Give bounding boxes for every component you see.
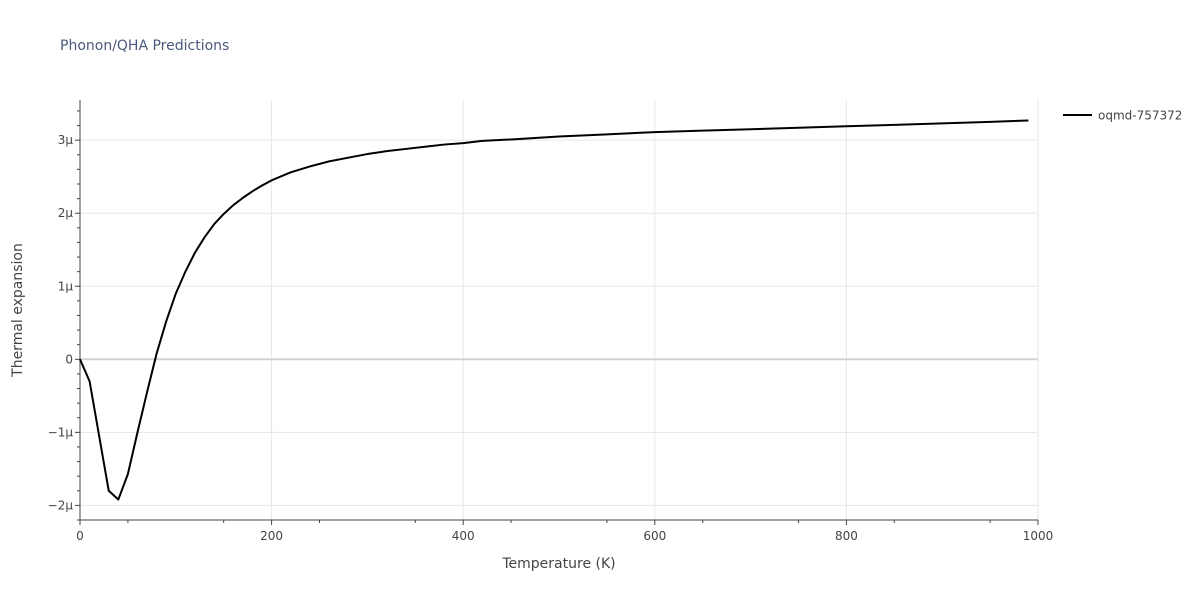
y-axis-title: Thermal expansion xyxy=(10,243,26,378)
x-tick-label: 0 xyxy=(76,529,84,543)
x-tick-label: 200 xyxy=(260,529,283,543)
x-tick-label: 800 xyxy=(835,529,858,543)
y-tick-label: 1μ xyxy=(58,279,74,293)
x-axis-title: Temperature (K) xyxy=(501,556,615,572)
y-tick-label: 2μ xyxy=(58,206,74,220)
series-layer xyxy=(79,119,1029,501)
y-tick-label: 3μ xyxy=(58,133,74,147)
x-tick-label: 600 xyxy=(643,529,666,543)
y-tick-label: −2μ xyxy=(48,498,74,512)
tick-layer: 0 200 400 600 800 1000 −2μ −1μ 0 1μ 2μ 3μ xyxy=(48,110,1054,543)
series-line xyxy=(79,119,1029,501)
y-tick-label: 0 xyxy=(65,352,73,366)
axes-layer xyxy=(79,100,1038,521)
legend-label: oqmd-757372 xyxy=(1098,109,1182,123)
legend[interactable]: oqmd-757372 xyxy=(1063,109,1182,123)
grid-layer xyxy=(80,100,1039,520)
x-tick-label: 400 xyxy=(452,529,475,543)
y-tick-label: −1μ xyxy=(48,425,74,439)
x-tick-label: 1000 xyxy=(1023,529,1054,543)
chart-title: Phonon/QHA Predictions xyxy=(60,38,229,54)
